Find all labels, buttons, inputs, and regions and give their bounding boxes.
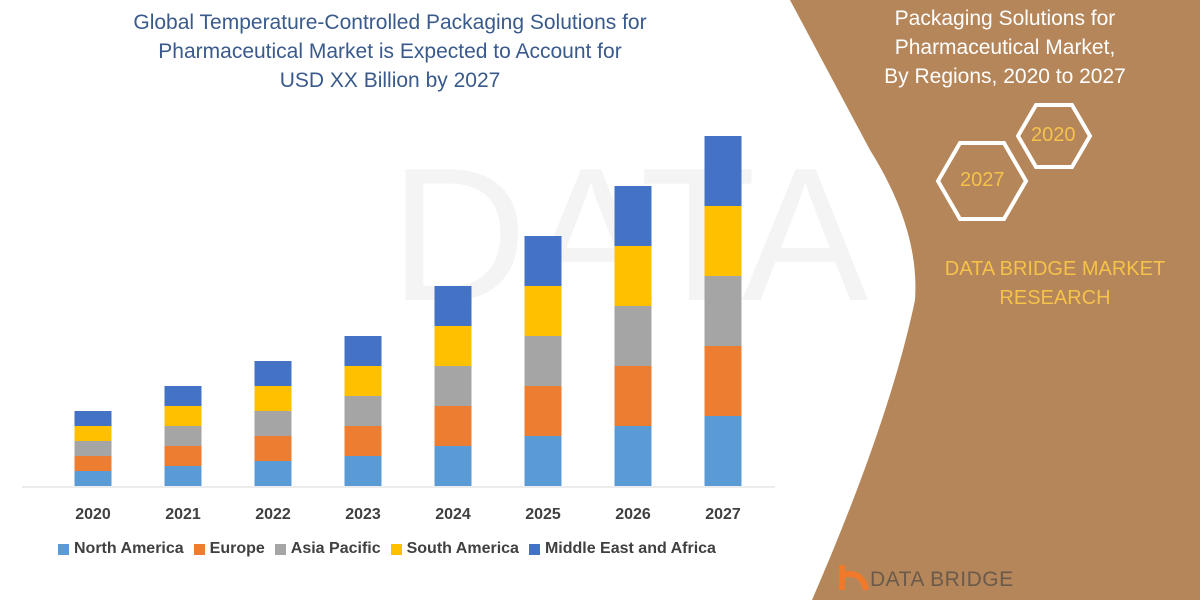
bar-segment-north-america-2021 bbox=[164, 466, 202, 486]
brand-text: DATA BRIDGE MARKET RESEARCH bbox=[920, 255, 1190, 313]
hex-label-2020: 2020 bbox=[1031, 124, 1076, 146]
bar-segment-middle-east-and-africa-2024 bbox=[434, 286, 472, 326]
side-title: Packaging Solutions for Pharmaceutical M… bbox=[850, 4, 1160, 91]
brand-line: DATA BRIDGE MARKET bbox=[944, 258, 1166, 280]
x-tick-label: 2020 bbox=[75, 506, 111, 523]
bars bbox=[74, 136, 742, 486]
bar-segment-europe-2027 bbox=[704, 346, 742, 416]
x-tick-label: 2027 bbox=[705, 506, 741, 523]
side-panel bbox=[790, 0, 1200, 600]
legend-swatch bbox=[274, 543, 286, 555]
bar-segment-europe-2021 bbox=[164, 446, 202, 466]
legend-swatch bbox=[390, 543, 402, 555]
bar-segment-middle-east-and-africa-2020 bbox=[74, 411, 112, 426]
legend-label: North America bbox=[74, 540, 184, 557]
hex-2027 bbox=[935, 141, 1029, 221]
chart-title: Global Temperature-Controlled Packaging … bbox=[80, 8, 700, 95]
legend-label: Europe bbox=[209, 540, 265, 557]
bar-segment-north-america-2023 bbox=[344, 456, 382, 486]
bar-segment-europe-2020 bbox=[74, 456, 112, 471]
bar-segment-south-america-2025 bbox=[524, 286, 562, 336]
bar-segment-middle-east-and-africa-2021 bbox=[164, 386, 202, 406]
bar-segment-north-america-2024 bbox=[434, 446, 472, 486]
bar-segment-europe-2026 bbox=[614, 366, 652, 426]
legend-item: Europe bbox=[193, 540, 265, 558]
bar-segment-asia-pacific-2022 bbox=[254, 411, 292, 436]
bar-segment-middle-east-and-africa-2023 bbox=[344, 336, 382, 366]
title-line: Global Temperature-Controlled Packaging … bbox=[133, 11, 647, 34]
side-title-line: By Regions, 2020 to 2027 bbox=[884, 65, 1126, 88]
x-tick-label: 2024 bbox=[435, 506, 471, 523]
bar-segment-north-america-2022 bbox=[254, 461, 292, 486]
bar-segment-europe-2023 bbox=[344, 426, 382, 456]
bar-segment-south-america-2027 bbox=[704, 206, 742, 276]
bar-segment-europe-2025 bbox=[524, 386, 562, 436]
bar-segment-asia-pacific-2026 bbox=[614, 306, 652, 366]
side-title-line: Pharmaceutical Market, bbox=[894, 36, 1116, 59]
legend-label: Asia Pacific bbox=[290, 540, 381, 557]
bar-segment-asia-pacific-2025 bbox=[524, 336, 562, 386]
legend-label: South America bbox=[406, 540, 519, 557]
legend-swatch bbox=[528, 543, 540, 555]
hex-2020 bbox=[1015, 103, 1093, 169]
title-line: Pharmaceutical Market is Expected to Acc… bbox=[158, 40, 622, 63]
bar-segment-middle-east-and-africa-2025 bbox=[524, 236, 562, 286]
x-tick-label: 2025 bbox=[525, 506, 561, 523]
hex-label-2027: 2027 bbox=[960, 169, 1005, 191]
bar-segment-asia-pacific-2021 bbox=[164, 426, 202, 446]
bar-segment-europe-2024 bbox=[434, 406, 472, 446]
bar-segment-north-america-2020 bbox=[74, 471, 112, 486]
bar-segment-north-america-2026 bbox=[614, 426, 652, 486]
bar-segment-south-america-2022 bbox=[254, 386, 292, 411]
bar-segment-north-america-2027 bbox=[704, 416, 742, 486]
x-tick-label: 2022 bbox=[255, 506, 291, 523]
bar-segment-middle-east-and-africa-2027 bbox=[704, 136, 742, 206]
bar-segment-asia-pacific-2020 bbox=[74, 441, 112, 456]
footer-logo: DATA BRIDGE bbox=[870, 568, 1014, 591]
legend-item: North America bbox=[58, 540, 184, 558]
bar-segment-south-america-2020 bbox=[74, 426, 112, 441]
legend-swatch bbox=[58, 543, 69, 555]
legend-label: Middle East and Africa bbox=[544, 540, 716, 557]
bar-segment-south-america-2021 bbox=[164, 406, 202, 426]
bar-segment-middle-east-and-africa-2026 bbox=[614, 186, 652, 246]
legend-item: Middle East and Africa bbox=[528, 540, 716, 558]
bar-segment-north-america-2025 bbox=[524, 436, 562, 486]
x-tick-label: 2023 bbox=[345, 506, 381, 523]
bar-segment-south-america-2024 bbox=[434, 326, 472, 366]
brand-line: RESEARCH bbox=[999, 287, 1111, 309]
bar-segment-middle-east-and-africa-2022 bbox=[254, 361, 292, 386]
legend-item: South America bbox=[390, 540, 519, 558]
x-tick-label: 2026 bbox=[615, 506, 651, 523]
bar-segment-asia-pacific-2024 bbox=[434, 366, 472, 406]
x-tick-label: 2021 bbox=[165, 506, 201, 523]
footer-logo-mark bbox=[839, 565, 869, 591]
bar-segment-asia-pacific-2027 bbox=[704, 276, 742, 346]
side-title-line: Packaging Solutions for bbox=[894, 7, 1116, 30]
title-line: USD XX Billion by 2027 bbox=[279, 69, 501, 92]
x-tick-labels: 2020 2021 2022 2023 2024 2025 2026 2027 bbox=[75, 506, 741, 523]
legend: North America Europe Asia Pacific South … bbox=[58, 540, 716, 558]
legend-swatch bbox=[193, 543, 205, 555]
bar-segment-south-america-2023 bbox=[344, 366, 382, 396]
legend-item: Asia Pacific bbox=[274, 540, 381, 558]
bar-segment-south-america-2026 bbox=[614, 246, 652, 306]
bar-segment-asia-pacific-2023 bbox=[344, 396, 382, 426]
bar-segment-europe-2022 bbox=[254, 436, 292, 461]
